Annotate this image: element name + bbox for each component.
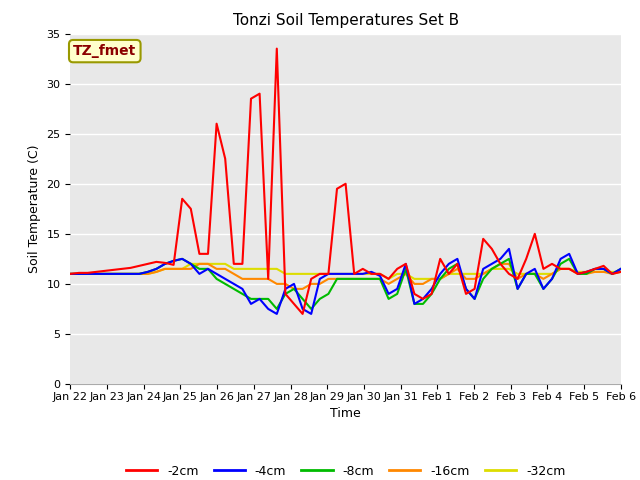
X-axis label: Time: Time bbox=[330, 407, 361, 420]
Text: TZ_fmet: TZ_fmet bbox=[73, 44, 136, 58]
Legend: -2cm, -4cm, -8cm, -16cm, -32cm: -2cm, -4cm, -8cm, -16cm, -32cm bbox=[121, 460, 570, 480]
Title: Tonzi Soil Temperatures Set B: Tonzi Soil Temperatures Set B bbox=[232, 13, 459, 28]
Y-axis label: Soil Temperature (C): Soil Temperature (C) bbox=[28, 144, 41, 273]
